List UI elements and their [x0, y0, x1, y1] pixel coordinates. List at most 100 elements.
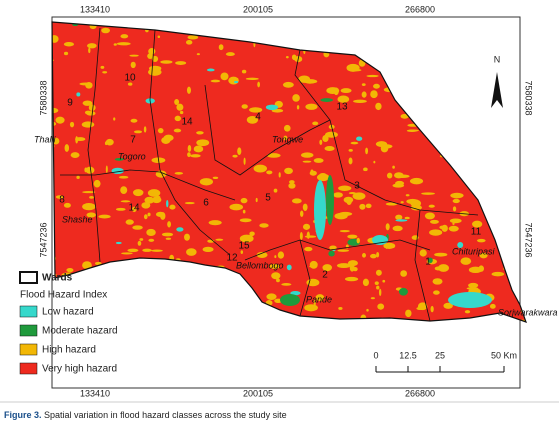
- ward-number: 3: [354, 181, 360, 192]
- hazard-patch: [445, 119, 460, 126]
- hazard-patch: [266, 170, 273, 175]
- hazard-patch: [114, 158, 124, 161]
- hazard-patch: [376, 285, 380, 290]
- hazard-patch: [322, 264, 332, 272]
- hazard-patch: [184, 233, 190, 241]
- place-name: Thalli: [34, 134, 57, 144]
- hazard-patch: [151, 196, 162, 204]
- hazard-patch: [120, 34, 129, 39]
- hazard-patch: [111, 270, 114, 278]
- hazard-patch: [296, 105, 300, 110]
- hazard-patch: [356, 237, 360, 244]
- hazard-patch: [443, 302, 453, 309]
- hazard-patch: [145, 22, 148, 25]
- hazard-patch: [253, 164, 268, 173]
- hazard-patch: [315, 32, 327, 40]
- hazard-patch: [206, 68, 215, 72]
- legend-label: Low hazard: [42, 307, 94, 318]
- hazard-patch: [472, 175, 485, 182]
- hazard-patch: [82, 261, 92, 270]
- hazard-patch: [70, 152, 80, 158]
- hazard-patch: [160, 60, 173, 64]
- hazard-patch: [179, 110, 184, 115]
- hazard-patch: [323, 50, 330, 58]
- hazard-patch: [357, 28, 372, 31]
- hazard-patch: [255, 197, 258, 203]
- hazard-patch: [241, 69, 247, 74]
- hazard-patch: [398, 287, 408, 296]
- place-name: Sorjwarakwara: [498, 307, 558, 317]
- hazard-patch: [105, 138, 114, 146]
- hazard-patch: [161, 232, 174, 237]
- hazard-patch: [400, 113, 409, 119]
- hazard-patch: [246, 116, 259, 124]
- hazard-patch: [52, 137, 60, 145]
- hazard-patch: [348, 149, 353, 152]
- hazard-patch: [338, 185, 352, 191]
- hazard-patch: [303, 23, 313, 26]
- hazard-patch: [175, 61, 187, 65]
- hazard-patch: [148, 65, 162, 72]
- hazard-patch: [232, 294, 239, 299]
- hazard-patch: [319, 173, 327, 178]
- hazard-patch: [505, 110, 508, 117]
- hazard-patch: [505, 41, 510, 44]
- hazard-patch: [477, 238, 486, 243]
- hazard-patch: [350, 141, 359, 145]
- ward-number: 5: [265, 193, 271, 204]
- hazard-patch: [86, 212, 96, 218]
- hazard-patch: [365, 203, 372, 209]
- hazard-patch: [305, 103, 318, 110]
- hazard-patch: [102, 71, 108, 74]
- legend-boundary: Wards: [42, 273, 73, 284]
- place-name: Bellombogo: [236, 260, 284, 270]
- hazard-patch: [480, 109, 487, 117]
- left-coordinate: 7547236: [38, 222, 48, 257]
- hazard-patch: [281, 283, 292, 286]
- place-name: Tongwe: [272, 134, 303, 144]
- hazard-patch: [153, 264, 168, 268]
- hazard-patch: [148, 48, 156, 55]
- hazard-patch: [234, 80, 239, 84]
- hazard-patch: [521, 188, 526, 192]
- hazard-patch: [344, 38, 351, 43]
- hazard-patch: [432, 74, 446, 79]
- hazard-patch: [143, 126, 147, 133]
- hazard-patch: [113, 43, 117, 46]
- hazard-patch: [520, 297, 526, 305]
- hazard-patch: [436, 115, 445, 119]
- hazard-patch: [410, 204, 422, 211]
- hazard-patch: [157, 271, 165, 280]
- hazard-patch: [385, 223, 390, 231]
- hazard-patch: [82, 203, 96, 211]
- hazard-patch: [373, 83, 380, 89]
- hazard-patch: [416, 39, 420, 48]
- hazard-patch: [163, 134, 174, 142]
- hazard-patch: [470, 100, 484, 107]
- hazard-patch: [249, 231, 255, 237]
- hazard-patch: [395, 174, 410, 179]
- hazard-patch: [353, 99, 367, 104]
- hazard-patch: [499, 149, 509, 154]
- hazard-patch: [228, 76, 239, 85]
- hazard-patch: [429, 113, 444, 119]
- top-coordinate: 200105: [243, 4, 273, 14]
- hazard-patch: [241, 104, 248, 109]
- hazard-patch: [395, 219, 408, 222]
- hazard-patch: [117, 311, 125, 318]
- map-frame: [51, 16, 521, 389]
- hazard-patch: [288, 182, 296, 189]
- hazard-patch: [125, 219, 134, 225]
- hazard-patch: [76, 175, 80, 180]
- hazard-patch: [63, 41, 75, 47]
- hazard-patch: [472, 220, 483, 228]
- hazard-patch: [333, 87, 339, 96]
- hazard-patch: [239, 218, 252, 223]
- hazard-patch: [210, 79, 221, 83]
- hazard-patch: [220, 72, 229, 81]
- hazard-patch: [63, 51, 69, 56]
- hazard-patch: [306, 231, 310, 239]
- hazard-patch: [351, 68, 362, 72]
- hazard-patch: [313, 158, 324, 163]
- hazard-patch: [505, 266, 520, 274]
